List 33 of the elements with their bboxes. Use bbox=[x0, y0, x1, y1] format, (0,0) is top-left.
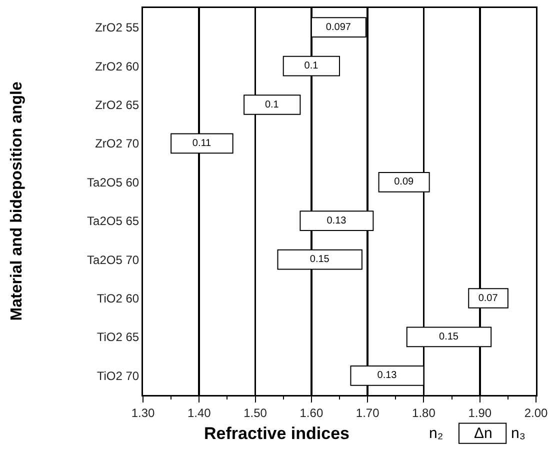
y-tick-label: ZrO2 65 bbox=[95, 98, 140, 112]
x-tick-label: 1.30 bbox=[131, 406, 155, 420]
text: n₂ bbox=[429, 425, 444, 442]
y-tick-label: ZrO2 70 bbox=[95, 136, 140, 151]
data-label: 0.15 bbox=[439, 331, 459, 342]
y-tick-label: Ta2O5 60 bbox=[87, 175, 140, 190]
data-label: 0.07 bbox=[478, 292, 498, 304]
data-label: 0.13 bbox=[377, 370, 398, 382]
y-axis-title: Material and bideposition angle bbox=[8, 82, 26, 321]
y-tick-label: TiO2 70 bbox=[96, 368, 140, 383]
data-label: 0.09 bbox=[394, 176, 414, 188]
x-tick-label: 1.70 bbox=[356, 406, 380, 420]
x-tick-label: 1.80 bbox=[412, 406, 436, 420]
data-label: 0.097 bbox=[326, 22, 352, 33]
data-label: 0.1 bbox=[264, 99, 280, 110]
y-tick-label: ZrO2 55 bbox=[95, 20, 140, 35]
data-label: 0.1 bbox=[304, 60, 319, 72]
y-tick-label: Ta2O5 70 bbox=[87, 252, 140, 267]
y-tick-label: ZrO2 60 bbox=[95, 59, 140, 74]
x-tick-label: 1.50 bbox=[244, 406, 268, 420]
y-tick-label: TiO2 60 bbox=[96, 291, 140, 306]
text: n₃ bbox=[511, 425, 526, 442]
x-axis-title: Refractive indices bbox=[204, 424, 350, 443]
x-tick-label: 1.60 bbox=[300, 406, 324, 420]
data-label: 0.13 bbox=[326, 215, 347, 226]
data-label: 0.11 bbox=[192, 138, 212, 149]
y-tick-label: TiO2 65 bbox=[96, 330, 140, 344]
x-tick-label: 2.00 bbox=[524, 406, 548, 420]
text: Δn bbox=[474, 425, 492, 442]
x-tick-label: 1.40 bbox=[187, 406, 212, 420]
y-tick-label: Ta2O5 65 bbox=[87, 214, 140, 228]
data-label: 0.15 bbox=[310, 254, 330, 266]
x-tick-label: 1.90 bbox=[468, 406, 492, 420]
